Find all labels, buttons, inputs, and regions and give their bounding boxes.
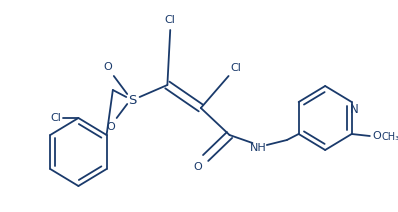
Text: N: N <box>350 103 359 117</box>
Text: O: O <box>372 131 381 141</box>
Text: O: O <box>193 162 202 172</box>
Text: O: O <box>107 122 115 132</box>
Text: CH₃: CH₃ <box>382 132 398 142</box>
Text: NH: NH <box>250 143 267 153</box>
Text: O: O <box>104 62 113 72</box>
Text: Cl: Cl <box>165 15 176 25</box>
Text: Cl: Cl <box>231 63 242 73</box>
Text: S: S <box>128 93 136 106</box>
Text: Cl: Cl <box>50 113 61 123</box>
